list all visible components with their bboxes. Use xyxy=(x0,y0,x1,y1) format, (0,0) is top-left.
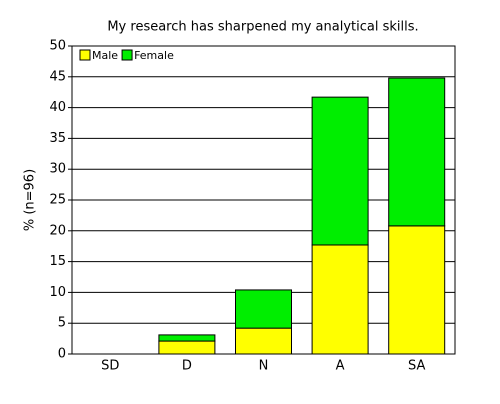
y-tick-label: 35 xyxy=(49,131,66,146)
bar-segment xyxy=(158,340,216,355)
x-tick-label: D xyxy=(182,359,192,374)
chart-title: My research has sharpened my analytical … xyxy=(107,20,418,35)
bar-segment xyxy=(311,96,369,246)
legend-swatch xyxy=(121,49,133,61)
bar-segment xyxy=(158,334,216,342)
y-tick-label: 10 xyxy=(49,285,66,300)
bar-segment xyxy=(311,244,369,355)
y-tick-label: 30 xyxy=(49,162,66,177)
y-tick-label: 45 xyxy=(49,69,66,84)
bar-segment xyxy=(235,289,292,329)
y-tick-label: 50 xyxy=(49,39,66,54)
x-tick-label: SA xyxy=(408,359,425,374)
legend-label: Male xyxy=(92,49,118,62)
y-tick-label: 5 xyxy=(58,316,66,331)
y-axis-label: % (n=96) xyxy=(23,169,38,231)
y-tick-label: 25 xyxy=(49,193,66,208)
bar-segment xyxy=(388,225,446,355)
x-tick-label: N xyxy=(259,359,269,374)
y-tick-label: 20 xyxy=(49,223,66,238)
bar-segment xyxy=(235,327,292,355)
y-tick-label: 15 xyxy=(49,254,66,269)
legend-swatch xyxy=(79,49,91,61)
legend-label: Female xyxy=(134,49,174,62)
y-tick-label: 40 xyxy=(49,100,66,115)
x-tick-label: SD xyxy=(101,359,119,374)
y-tick-label: 0 xyxy=(58,347,66,362)
bar-segment xyxy=(388,77,446,227)
x-tick-label: A xyxy=(336,359,345,374)
